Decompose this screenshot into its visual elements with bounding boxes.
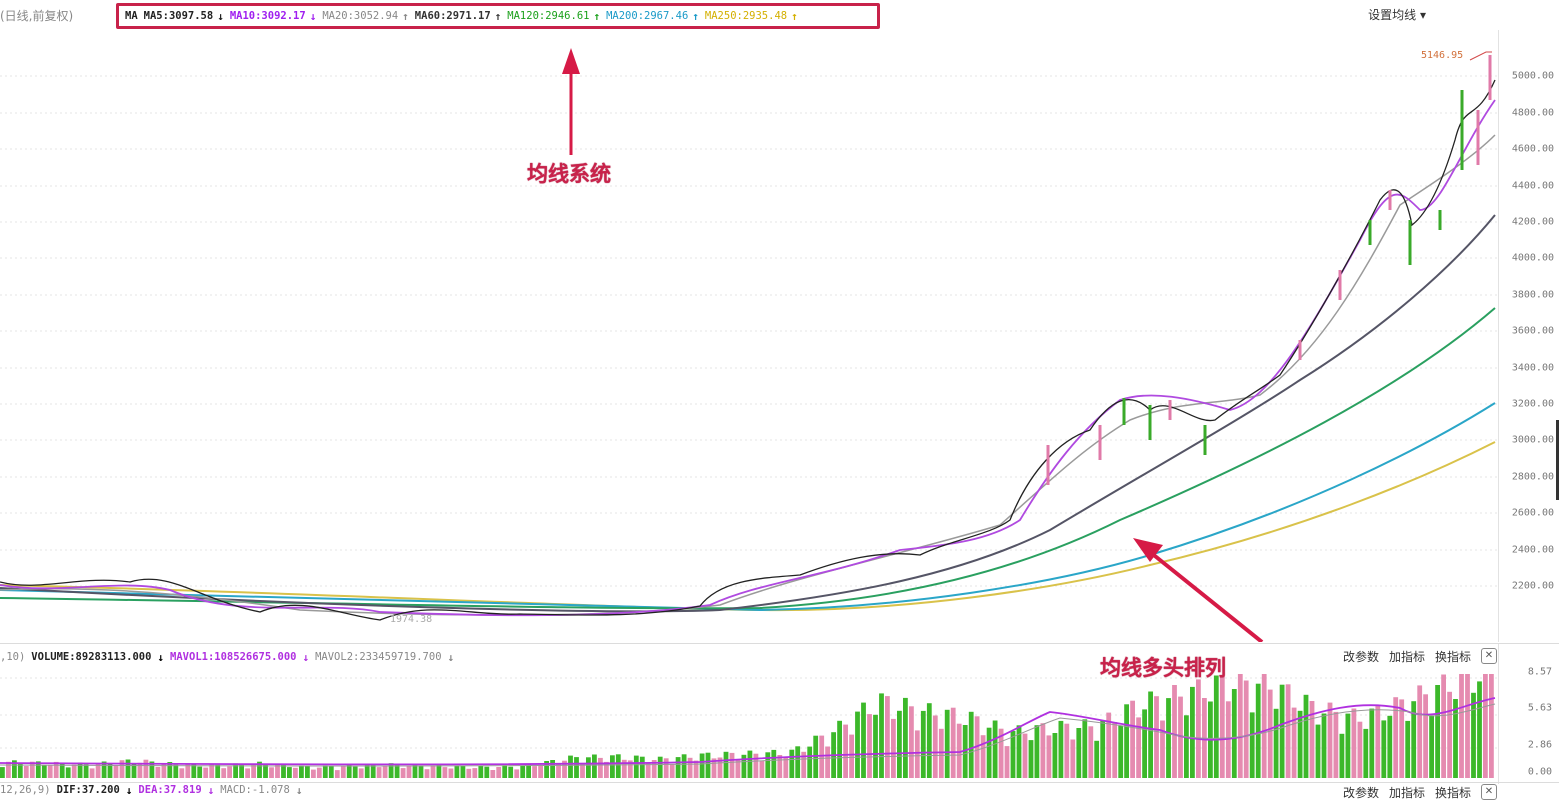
price-tick: 2800.00 xyxy=(1511,471,1554,483)
ma200-item: MA200:2967.46 ↑ xyxy=(606,10,699,23)
price-tick: 2200.00 xyxy=(1511,580,1554,592)
change-params-button[interactable]: 改参数 xyxy=(1342,650,1379,664)
scrollbar-thumb[interactable] xyxy=(1556,420,1559,500)
arrow-up-icon: ↑ xyxy=(402,9,409,23)
switch-indicator-button[interactable]: 换指标 xyxy=(1434,650,1471,664)
arrow-up-icon: ↑ xyxy=(692,9,699,23)
volume-tick: 2.86 xyxy=(1527,739,1552,751)
arrow-down-icon: ↓ xyxy=(302,650,310,664)
volume-chart[interactable] xyxy=(0,670,1498,782)
set-ma-button[interactable]: 设置均线 ▾ xyxy=(1368,8,1426,22)
high-price-label: 5146.95 xyxy=(1421,50,1464,61)
volume-panel-buttons: 改参数 加指标 换指标 ✕ xyxy=(1343,648,1497,665)
ma60-item: MA60:2971.17 ↑ xyxy=(415,10,501,23)
price-tick: 3000.00 xyxy=(1511,434,1554,446)
switch-indicator-button[interactable]: 换指标 xyxy=(1434,786,1471,800)
macd-params: 12,26,9) xyxy=(0,784,51,796)
volume-legend: ,10) VOLUME:89283113.000 ↓ MAVOL1:108526… xyxy=(0,646,1498,668)
price-tick: 3600.00 xyxy=(1511,325,1554,337)
ma5-item: MA5:3097.58 ↓ xyxy=(144,10,224,23)
add-indicator-button[interactable]: 加指标 xyxy=(1388,786,1425,800)
ma120-item: MA120:2946.61 ↑ xyxy=(507,10,600,23)
ma250-label: MA250:2935.48 xyxy=(704,10,788,22)
volume-axis: 8.57 5.63 2.86 0.00 xyxy=(1498,644,1559,784)
ma5-label: MA5:3097.58 xyxy=(143,10,214,22)
ma250-item: MA250:2935.48 ↑ xyxy=(705,10,798,23)
price-tick: 3400.00 xyxy=(1511,362,1554,374)
add-indicator-button[interactable]: 加指标 xyxy=(1388,650,1425,664)
price-tick: 5000.00 xyxy=(1511,70,1554,82)
dea-label: DEA:37.819 xyxy=(138,784,202,796)
price-tick: 4800.00 xyxy=(1511,107,1554,119)
volume-params: ,10) xyxy=(0,651,26,663)
price-tick: 2600.00 xyxy=(1511,507,1554,519)
arrow-down-icon: ↓ xyxy=(447,650,455,664)
ma-system-annotation: 均线系统 xyxy=(527,162,611,186)
volume-chart-svg xyxy=(0,674,1498,778)
volume-tick: 5.63 xyxy=(1527,702,1552,714)
price-tick: 2400.00 xyxy=(1511,544,1554,556)
ma10-label: MA10:3092.17 xyxy=(229,10,306,22)
ma60-label: MA60:2971.17 xyxy=(414,10,491,22)
price-axis: 5000.00 4800.00 4600.00 4400.00 4200.00 … xyxy=(1498,30,1559,642)
arrow-up-icon: ↑ xyxy=(593,9,601,23)
arrow-up-icon: ↑ xyxy=(791,9,798,23)
ma-legend-box: MA MA5:3097.58 ↓ MA10:3092.17 ↓ MA20:3052.… xyxy=(116,3,880,29)
arrow-down-icon: ↓ xyxy=(309,9,317,23)
volume-tick: 8.57 xyxy=(1527,666,1552,678)
macd-label: MACD:-1.078 xyxy=(220,784,290,796)
dif-label: DIF:37.200 xyxy=(56,784,120,796)
divider xyxy=(0,782,1559,783)
arrow-down-icon: ↓ xyxy=(157,650,165,664)
mavol2-label: MAVOL2:233459719.700 xyxy=(315,651,442,663)
arrow-down-icon: ↓ xyxy=(295,784,303,797)
ma120-label: MA120:2946.61 xyxy=(507,10,590,22)
ma20-item: MA20:3052.94 ↑ xyxy=(322,10,408,23)
arrow-down-icon: ↓ xyxy=(207,784,215,797)
bullish-alignment-annotation: 均线多头排列 xyxy=(1100,656,1226,680)
low-price-label: 1974.38 xyxy=(390,614,433,625)
arrow-down-icon: ↓ xyxy=(125,784,133,797)
price-chart-svg xyxy=(0,48,1498,644)
arrow-down-icon: ↓ xyxy=(217,9,224,23)
price-chart[interactable]: 均线系统 5146.95 1974.38 xyxy=(0,30,1498,644)
price-tick: 4400.00 xyxy=(1511,180,1554,192)
volume-tick: 0.00 xyxy=(1527,766,1552,778)
change-params-button[interactable]: 改参数 xyxy=(1342,786,1379,800)
mavol1-label: MAVOL1:108526675.000 xyxy=(170,651,297,663)
period-label: (日线,前复权) xyxy=(0,9,74,23)
price-tick: 3200.00 xyxy=(1511,398,1554,410)
close-icon[interactable]: ✕ xyxy=(1481,648,1497,664)
divider xyxy=(0,643,1559,644)
price-tick: 4000.00 xyxy=(1511,252,1554,264)
ma-legend-bar: (日线,前复权) MA MA5:3097.58 ↓ MA10:3092.17 ↓ M… xyxy=(0,0,1500,30)
price-tick: 4200.00 xyxy=(1511,216,1554,228)
macd-panel-buttons: 改参数 加指标 换指标 ✕ xyxy=(1343,784,1497,801)
price-tick: 4600.00 xyxy=(1511,143,1554,155)
ma-prefix: MA xyxy=(125,10,138,22)
ma200-label: MA200:2967.46 xyxy=(606,10,689,22)
ma20-label: MA20:3052.94 xyxy=(322,10,399,22)
ma10-item: MA10:3092.17 ↓ xyxy=(230,10,316,23)
macd-legend: 12,26,9) DIF:37.200 ↓ DEA:37.819 ↓ MACD:… xyxy=(0,784,302,797)
price-tick: 3800.00 xyxy=(1511,289,1554,301)
arrow-up-icon: ↑ xyxy=(494,9,502,23)
volume-label: VOLUME:89283113.000 xyxy=(31,651,152,663)
close-icon[interactable]: ✕ xyxy=(1481,784,1497,800)
